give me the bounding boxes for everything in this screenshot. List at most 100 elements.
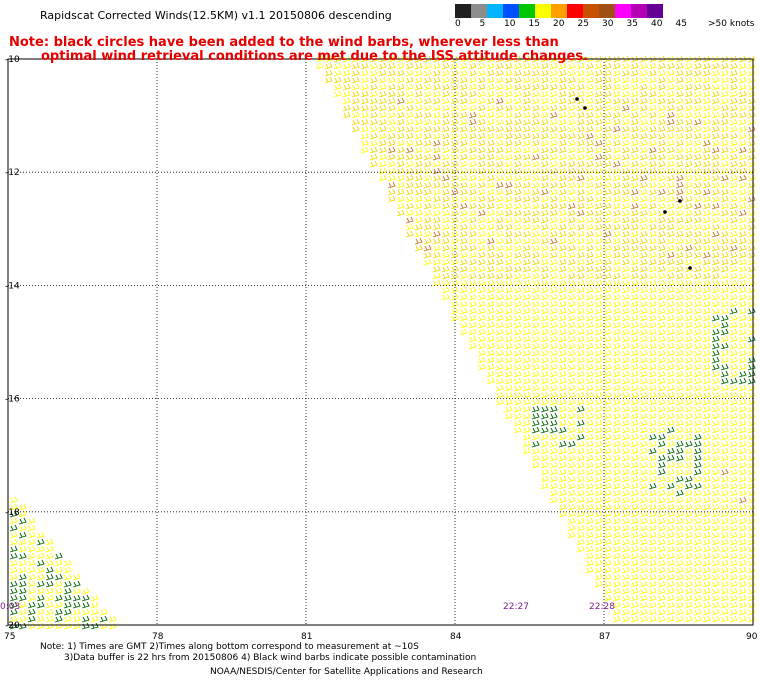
wind-barb <box>603 181 612 189</box>
wind-barb <box>531 286 540 294</box>
wind-barb <box>333 90 342 98</box>
wind-barb <box>639 503 648 511</box>
wind-barb <box>540 321 549 329</box>
wind-barb <box>666 251 675 259</box>
wind-barb <box>495 279 504 287</box>
wind-barb <box>504 244 513 252</box>
wind-barb <box>495 132 504 140</box>
wind-barb <box>621 342 630 350</box>
wind-barb <box>18 524 27 532</box>
wind-barb <box>657 559 666 567</box>
wind-barb <box>459 286 468 294</box>
wind-barb <box>711 167 720 175</box>
wind-barb <box>612 370 621 378</box>
wind-barb <box>558 342 567 350</box>
wind-barb <box>738 104 747 112</box>
wind-barb <box>648 384 657 392</box>
wind-barb <box>468 167 477 175</box>
wind-barb <box>621 580 630 588</box>
wind-barb <box>720 552 729 560</box>
wind-barb <box>648 314 657 322</box>
wind-barb <box>504 286 513 294</box>
wind-barb <box>621 503 630 511</box>
wind-barb <box>603 440 612 448</box>
wind-barb <box>495 97 504 105</box>
wind-barb <box>558 279 567 287</box>
wind-barb <box>378 90 387 98</box>
wind-barb <box>630 300 639 308</box>
wind-barb <box>90 622 99 630</box>
wind-barb <box>468 216 477 224</box>
wind-barb <box>558 76 567 84</box>
wind-barb <box>513 111 522 119</box>
wind-barb <box>702 195 711 203</box>
wind-barb <box>729 314 738 322</box>
wind-barb <box>621 307 630 315</box>
wind-barb <box>558 503 567 511</box>
wind-barb <box>585 419 594 427</box>
wind-barb <box>657 454 666 462</box>
wind-barb <box>747 209 756 217</box>
wind-barb <box>387 195 396 203</box>
wind-barb <box>432 132 441 140</box>
wind-barb <box>738 349 747 357</box>
wind-barb <box>549 111 558 119</box>
wind-barb <box>576 160 585 168</box>
wind-barb <box>639 230 648 238</box>
wind-barb <box>558 314 567 322</box>
wind-barb <box>693 545 702 553</box>
wind-barb <box>504 237 513 245</box>
wind-barb <box>27 552 36 560</box>
wind-barb <box>522 69 531 77</box>
wind-barb <box>513 230 522 238</box>
wind-barb <box>666 125 675 133</box>
wind-barb <box>558 97 567 105</box>
wind-barb <box>603 587 612 595</box>
wind-barb <box>720 90 729 98</box>
wind-barb <box>666 307 675 315</box>
wind-barb <box>684 244 693 252</box>
wind-barb <box>666 69 675 77</box>
wind-barb <box>729 321 738 329</box>
wind-barb <box>585 181 594 189</box>
wind-barb <box>54 615 63 623</box>
wind-barb <box>360 104 369 112</box>
wind-barb <box>657 265 666 273</box>
wind-barb <box>567 300 576 308</box>
wind-barb <box>693 230 702 238</box>
wind-barb <box>747 279 756 287</box>
wind-barb <box>720 461 729 469</box>
wind-barb <box>639 475 648 483</box>
wind-barb <box>531 384 540 392</box>
wind-barb <box>414 104 423 112</box>
wind-barb <box>684 447 693 455</box>
wind-barb <box>594 230 603 238</box>
wind-barb <box>477 272 486 280</box>
wind-barb <box>639 398 648 406</box>
wind-barb <box>657 503 666 511</box>
wind-barb <box>603 342 612 350</box>
wind-barb <box>666 153 675 161</box>
wind-barb <box>738 475 747 483</box>
wind-barb <box>567 195 576 203</box>
wind-barb <box>477 97 486 105</box>
wind-barb <box>693 363 702 371</box>
wind-barb <box>432 251 441 259</box>
wind-barb <box>540 104 549 112</box>
wind-barb <box>567 209 576 217</box>
wind-barb <box>558 307 567 315</box>
wind-barb <box>549 405 558 413</box>
wind-barb <box>702 265 711 273</box>
wind-barb <box>747 398 756 406</box>
wind-barb <box>711 356 720 364</box>
wind-barb <box>747 531 756 539</box>
wind-barb <box>603 237 612 245</box>
wind-barb <box>351 76 360 84</box>
wind-barb <box>423 181 432 189</box>
wind-barb <box>486 76 495 84</box>
legend-swatch <box>487 4 503 18</box>
wind-barb <box>450 223 459 231</box>
wind-barb <box>432 188 441 196</box>
wind-barb <box>495 342 504 350</box>
